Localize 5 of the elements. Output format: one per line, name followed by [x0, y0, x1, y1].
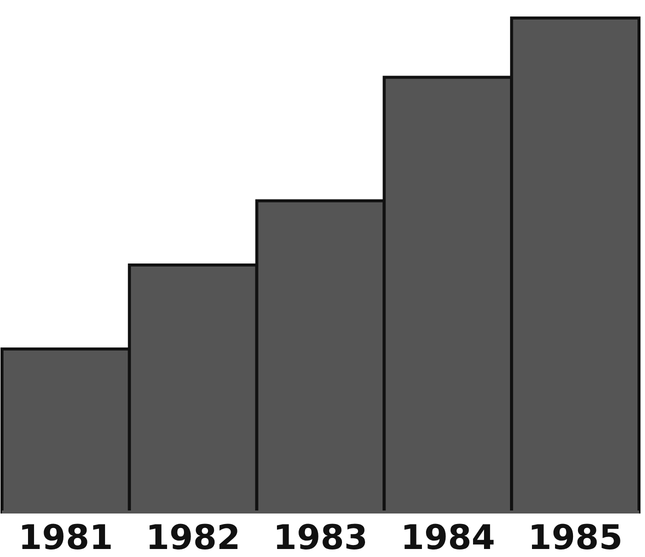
x-tick-label: 1985 [528, 518, 623, 557]
x-tick-label: 1981 [18, 518, 114, 557]
x-tick-label: 1983 [273, 518, 368, 557]
x-tick-label: 1984 [400, 518, 496, 557]
x-tick-label: 1982 [146, 518, 240, 557]
